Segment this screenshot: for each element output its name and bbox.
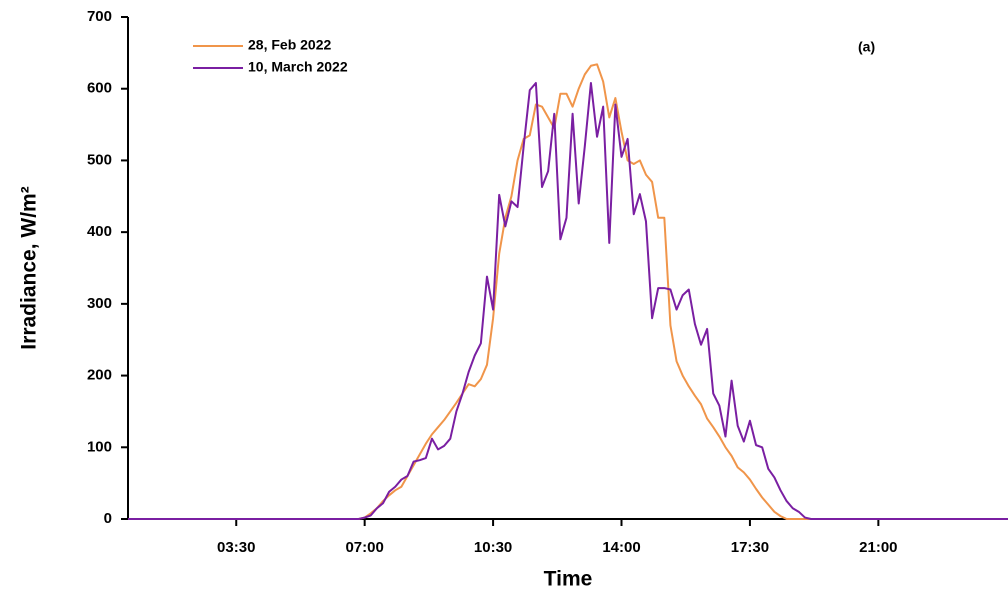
y-tick-label: 600: [87, 80, 112, 97]
x-tick-label: 03:30: [217, 539, 255, 556]
legend-label: 28, Feb 2022: [248, 37, 331, 53]
x-tick-label: 14:00: [602, 539, 640, 556]
data-line: [128, 63, 1008, 520]
x-axis-title: Time: [544, 568, 593, 591]
y-tick-label: 400: [87, 223, 112, 240]
data-line: [128, 81, 1008, 520]
y-tick-label: 100: [87, 438, 112, 455]
y-tick-label: 700: [87, 8, 112, 25]
y-tick-label: 300: [87, 295, 112, 312]
x-tick-label: 10:30: [474, 539, 512, 556]
x-tick-label: 07:00: [345, 539, 383, 556]
legend-label: 10, March 2022: [248, 59, 348, 75]
y-tick-label: 500: [87, 151, 112, 168]
x-tick-label: 17:30: [731, 539, 769, 556]
y-tick-label: 0: [104, 510, 112, 527]
y-tick-label: 200: [87, 367, 112, 384]
annotation: (a): [858, 39, 875, 55]
x-tick-label: 21:00: [859, 539, 897, 556]
y-axis-title: Irradiance, W/m²: [18, 186, 41, 349]
